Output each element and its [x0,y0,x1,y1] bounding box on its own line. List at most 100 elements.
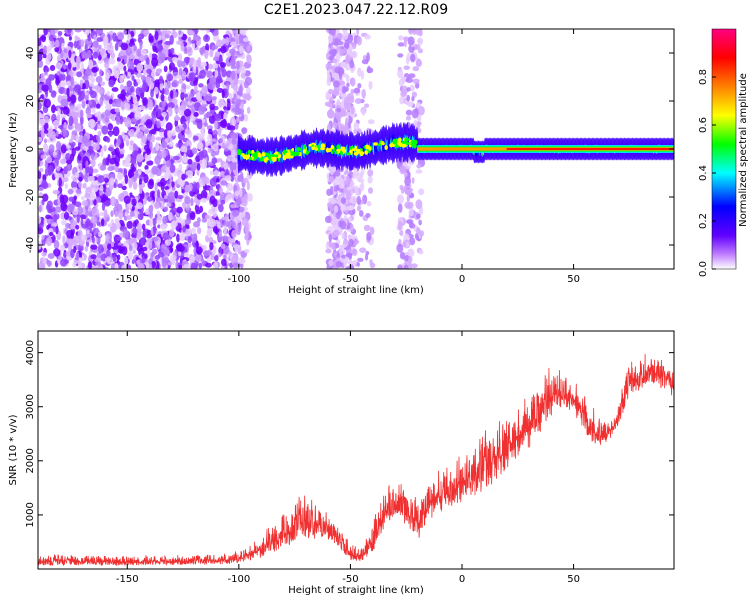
spectrogram-noise-blob [366,231,372,241]
spectrogram-noise-blob [180,146,188,153]
spectrogram-noise-blob [38,204,42,213]
spectrogram-noise-blob [213,63,219,69]
spectrogram-noise-blob [352,248,358,256]
spectrogram-noise-blob [198,262,203,269]
spectrogram-noise-blob [38,262,46,269]
spectrogram-noise-blob [356,205,361,212]
spectrogram-noise-blob [221,89,225,99]
spectrogram-noise-blob [53,240,60,250]
spectrogram-noise-blob [63,48,68,54]
spectrogram-noise-blob [161,138,166,148]
spectrogram-y-ticks: -40 -20 0 20 40 [25,47,674,253]
spectrogram-noise-blob [40,154,47,160]
spectrogram-noise-blob [405,56,410,65]
spectrogram-noise-blob [242,37,249,43]
spectrogram-noise-blob [177,59,183,68]
spectrogram-noise-blob [47,165,54,175]
spectrogram-noise-blob [75,134,80,142]
y-tick-label: 3000 [25,394,36,419]
spectrogram-noise-blob [240,72,246,79]
spectrogram-noise-blob [245,86,251,96]
spectrogram-noise-blob [223,220,231,228]
spectrogram-noise-blob [55,77,60,86]
spectrogram-noise-blob [154,155,161,165]
spectrogram-noise-blob [324,215,332,224]
spectrogram-noise-blob [325,248,332,254]
spectrogram-band-speck [392,138,398,144]
spectrogram-noise-blob [349,77,356,87]
spectrogram-noise-blob [52,151,57,156]
spectrogram-noise-blob [415,213,421,219]
spectrogram-noise-blob [332,229,340,238]
spectrogram-noise-blob [75,224,80,230]
spectrogram-noise-blob [418,219,422,226]
spectrogram-noise-blob [201,258,205,265]
y-tick-label: 0 [25,146,36,152]
spectrogram-noise-blob [66,87,70,98]
spectrogram-noise-blob [104,200,111,206]
spectrogram-noise-blob [216,221,221,229]
spectrogram-noise-blob [171,80,179,88]
spectrogram-noise-blob [408,237,416,246]
spectrogram-noise-blob [204,141,212,146]
spectrogram-noise-blob [149,173,155,179]
spectrogram-noise-blob [338,85,343,93]
spectrogram-noise-blob [73,245,77,253]
spectrogram-noise-blob [223,112,228,121]
spectrogram-noise-blob [194,182,198,189]
spectrogram-noise-blob [99,48,105,56]
spectrogram-noise-blob [167,136,174,142]
spectrogram-noise-blob [217,252,221,258]
spectrogram-noise-blob [340,197,347,205]
spectrogram-noise-blob [54,46,60,53]
spectrogram-noise-blob [171,56,177,62]
spectrogram-noise-blob [211,45,219,50]
x-tick-label: 50 [567,274,580,285]
spectrogram-noise-blob [171,130,176,137]
spectrogram-noise-blob [208,115,216,124]
spectrogram-noise-blob [43,144,49,153]
spectrogram-band-speck [292,151,298,157]
spectrogram-noise-blob [91,180,98,186]
colorbar-ticks: 0.0 0.2 0.4 0.6 0.8 [698,69,716,277]
spectrogram-noise-blob [237,79,245,85]
spectrogram-noise-blob [180,88,186,93]
spectrogram-noise-blob [170,247,174,253]
spectrogram-noise-blob [66,229,74,239]
spectrogram-noise-blob [113,69,120,79]
spectrogram-noise-blob [81,234,88,242]
spectrogram-noise-blob [185,57,190,66]
spectrogram-noise-blob [409,84,415,92]
spectrogram-band-speck [410,141,414,147]
spectrogram-noise-blob [114,218,120,223]
spectrogram-noise-blob [85,29,90,36]
spectrogram-noise-blob [230,41,237,46]
spectrogram-noise-blob [184,196,191,205]
spectrogram-noise-blob [345,74,350,83]
spectrogram-noise-blob [165,33,170,39]
spectrogram-noise-blob [246,92,251,102]
spectrogram-noise-blob [78,176,83,182]
spectrogram-noise-blob [72,70,77,77]
spectrogram-noise-blob [193,221,201,228]
colorbar-gradient [711,28,737,270]
x-tick-label: -50 [342,574,358,585]
spectrogram-noise-blob [157,68,162,75]
spectrogram-noise-blob [121,185,127,191]
spectrogram-noise-blob [52,189,60,195]
spectrogram-band-speck [290,151,294,156]
spectrogram-noise-blob [349,223,354,232]
colorbar-tick-label: 0.6 [698,117,709,133]
spectrogram-noise-blob [110,242,115,248]
spectrogram-noise-blob [186,145,191,155]
spectrogram-noise-blob [200,130,205,139]
spectrogram-noise-blob [181,93,188,98]
spectrogram-noise-blob [405,189,412,196]
spectrogram-noise-blob [148,262,153,269]
spectrogram-noise-blob [155,141,160,152]
spectrogram-noise-blob [38,52,43,62]
spectrogram-noise-blob [90,153,95,160]
spectrogram-noise-blob [220,159,224,169]
spectrogram-noise-blob [397,53,404,58]
spectrogram-noise-blob [359,247,367,254]
